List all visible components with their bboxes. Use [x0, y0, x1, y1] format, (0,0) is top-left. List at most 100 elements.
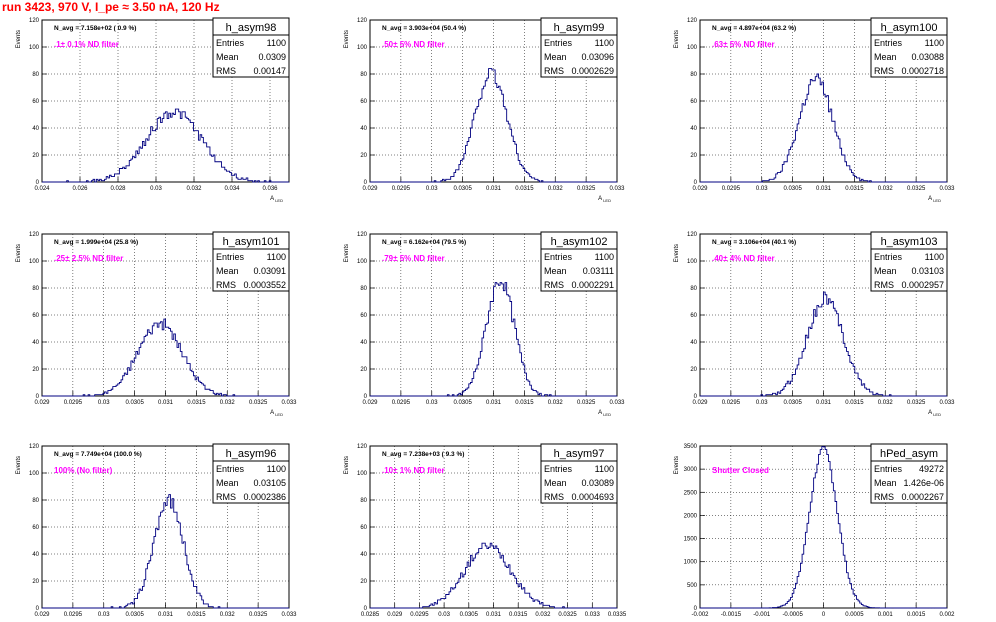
y-tick-label: 0	[364, 180, 368, 186]
y-tick-label: 40	[360, 340, 367, 346]
stats-value-rms: 0.00147	[253, 66, 286, 76]
x-tick-label: 0.026	[72, 186, 88, 192]
stats-label-entries: Entries	[216, 252, 245, 262]
stats-value-entries: 1100	[925, 252, 944, 262]
stats-label-mean: Mean	[544, 478, 567, 488]
x-tick-label: 0.03	[150, 186, 162, 192]
x-tick-label: 0.031	[486, 612, 502, 618]
stats-label-entries: Entries	[874, 464, 903, 474]
filter-label: .10± 1% ND filter	[382, 466, 445, 475]
x-tick-label: 0.033	[281, 612, 297, 618]
x-tick-label: 0.03	[98, 612, 110, 618]
x-tick-label: 0.032	[548, 186, 564, 192]
y-tick-label: 60	[32, 525, 39, 531]
y-tick-label: 0	[36, 180, 40, 186]
stats-value-rms: 0.0002386	[243, 492, 286, 502]
histogram-title: h_asym103	[881, 236, 938, 248]
histogram-panel-h_asym98: 0.024 0.026 0.028 0.03 0.032 0.034 0.036 0 20 40 6…	[16, 17, 290, 203]
stats-value-rms: 0.0002267	[901, 492, 944, 502]
y-axis-title: Events	[674, 456, 680, 474]
histogram-title: hPed_asym	[880, 448, 938, 460]
x-tick-label: 0.0315	[187, 612, 206, 618]
x-tick-label: 0.0295	[722, 400, 741, 406]
y-axis-title: Events	[344, 456, 350, 474]
histogram-title: h_asym102	[551, 236, 608, 248]
x-tick-label: 0.029	[362, 186, 378, 192]
x-tick-label: 0.0295	[64, 612, 83, 618]
x-tick-label: 0.032	[186, 186, 202, 192]
x-tick-label: 0.03	[756, 400, 768, 406]
stats-value-mean: 0.03103	[911, 266, 944, 276]
stats-label-entries: Entries	[544, 38, 573, 48]
y-tick-label: 120	[29, 18, 40, 24]
stats-label-rms: RMS	[216, 492, 236, 502]
filter-label: .63± 5% ND filter	[712, 40, 775, 49]
histogram-panel-h_asym100: 0.029 0.0295 0.03 0.0305 0.031 0.0315 0.032 0.0…	[674, 17, 955, 203]
x-tick-label: 0.0325	[249, 400, 268, 406]
y-tick-label: 0	[694, 180, 698, 186]
stats-box	[870, 460, 948, 504]
stats-box	[212, 34, 290, 78]
y-tick-label: 100	[357, 471, 368, 477]
y-tick-label: 100	[357, 259, 368, 265]
x-tick-label: 0.032	[535, 612, 551, 618]
x-tick-label: 0.033	[585, 612, 601, 618]
x-axis-title: A LED	[928, 410, 941, 417]
histogram-bars	[700, 291, 947, 397]
y-tick-label: 60	[360, 313, 367, 319]
x-tick-label: 0.0325	[577, 400, 596, 406]
histogram-bars	[370, 68, 617, 183]
stats-box	[540, 34, 618, 78]
x-tick-label: -0.0005	[782, 612, 803, 618]
x-tick-label: 0.0295	[64, 400, 83, 406]
y-axis-title: Events	[344, 30, 350, 48]
x-tick-label: 0.0315	[845, 400, 864, 406]
histogram-panel-h_asym99: 0.029 0.0295 0.03 0.0305 0.031 0.0315 0.032 0.0…	[344, 17, 625, 203]
y-axis-title: Events	[674, 30, 680, 48]
x-tick-label: 0.029	[692, 186, 708, 192]
x-tick-label: 0.0315	[509, 612, 528, 618]
run-title: run 3423, 970 V, I_pe ≈ 3.50 nA, 120 Hz	[2, 0, 220, 14]
navg-label: N_avg = 1.999e+04 (25.8 %)	[54, 239, 138, 246]
x-tick-label: 0.031	[816, 400, 832, 406]
histogram-title: h_asym100	[881, 22, 938, 34]
x-axis-title: A LED	[928, 196, 941, 203]
x-tick-label: 0.0335	[608, 612, 627, 618]
stats-label-entries: Entries	[544, 252, 573, 262]
y-tick-label: 80	[32, 72, 39, 78]
y-tick-label: 0	[694, 394, 698, 400]
y-tick-label: 40	[32, 340, 39, 346]
y-tick-label: 80	[690, 286, 697, 292]
x-tick-label: 0.0305	[783, 400, 802, 406]
stats-value-entries: 1100	[267, 464, 286, 474]
y-tick-label: 120	[29, 232, 40, 238]
histogram-bars	[370, 282, 617, 397]
navg-label: N_avg = 3.106e+04 (40.1 %)	[712, 239, 796, 246]
stats-label-rms: RMS	[874, 280, 894, 290]
x-tick-label: 0.033	[939, 400, 955, 406]
y-axis-title: Events	[16, 30, 22, 48]
y-tick-label: 40	[32, 126, 39, 132]
y-axis-title: Events	[16, 244, 22, 262]
x-tick-label: 0.032	[878, 400, 894, 406]
stats-value-entries: 1100	[267, 252, 286, 262]
x-tick-label: 0.033	[609, 186, 625, 192]
x-tick-label: 0.0295	[722, 186, 741, 192]
x-tick-label: 0.024	[34, 186, 50, 192]
y-axis-title: Events	[344, 244, 350, 262]
x-tick-label: 0.031	[486, 400, 502, 406]
x-tick-label: 0.029	[34, 400, 50, 406]
x-tick-label: 0.031	[158, 400, 174, 406]
x-tick-label: 0.029	[362, 400, 378, 406]
y-tick-label: 120	[29, 444, 40, 450]
x-tick-label: 0.0285	[361, 612, 380, 618]
y-tick-label: 40	[32, 552, 39, 558]
y-tick-label: 20	[32, 367, 39, 373]
y-tick-label: 0	[36, 606, 40, 612]
navg-label: N_avg = 6.162e+04 (79.5 %)	[382, 239, 466, 246]
y-tick-label: 0	[364, 394, 368, 400]
y-tick-label: 80	[360, 72, 367, 78]
y-tick-label: 120	[357, 444, 368, 450]
x-tick-label: 0.002	[939, 612, 955, 618]
y-tick-label: 60	[360, 525, 367, 531]
